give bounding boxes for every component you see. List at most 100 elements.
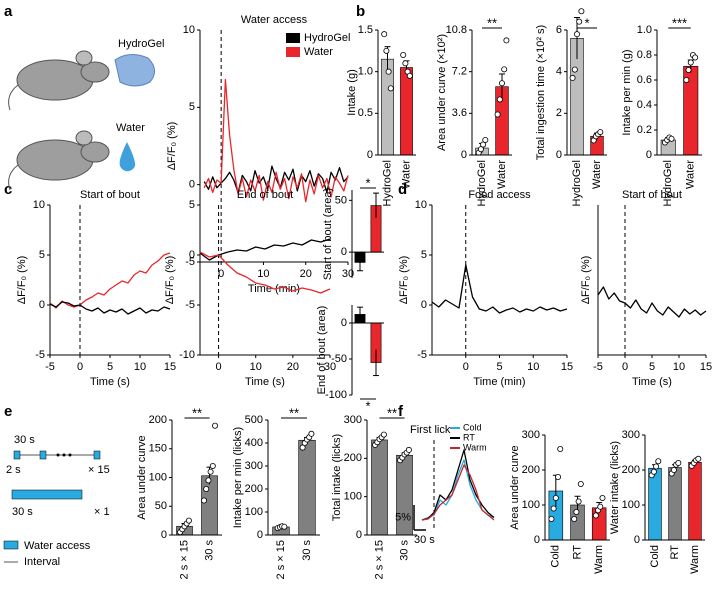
x-tick-label: 30 s	[398, 540, 410, 561]
significance-label: **	[487, 15, 497, 30]
x-tick-label: 30	[342, 268, 354, 280]
data-point	[200, 497, 207, 504]
x-tick-label: Water	[496, 160, 508, 189]
y-axis-label: Intake (g)	[346, 69, 358, 115]
significance-label: **	[387, 405, 397, 420]
y-tick-label: 0.5	[358, 107, 373, 119]
data-point	[209, 462, 216, 469]
y-tick-label: 0	[189, 179, 195, 191]
significance-label: **	[192, 405, 202, 420]
data-point	[578, 8, 585, 15]
schematic-label: 30 s	[12, 506, 33, 518]
significance-label: *	[365, 398, 370, 413]
x-tick-label: -5	[45, 361, 55, 373]
y-tick-label: 5	[421, 249, 427, 261]
panel-letter: c	[4, 181, 12, 198]
x-axis-label: Time (s)	[90, 376, 130, 388]
scalebar-label: 5%	[395, 511, 411, 523]
y-tick-label: 5	[189, 199, 195, 211]
data-point	[573, 508, 580, 515]
data-point	[557, 445, 564, 452]
y-axis-label: Start of bout (area)	[322, 188, 334, 280]
trace	[199, 238, 331, 261]
y-axis-label: ΔF/F₀ (%)	[166, 122, 178, 171]
data-point	[571, 516, 578, 523]
trace	[421, 449, 495, 521]
significance-label: *	[584, 15, 589, 30]
y-tick-label: 0	[39, 299, 45, 311]
data-point	[670, 466, 677, 473]
chart-title: Water access	[241, 14, 308, 26]
panel-letter: a	[4, 3, 13, 20]
data-point	[203, 485, 210, 492]
schematic-label: 30 s	[14, 434, 35, 446]
x-tick-label: 0	[77, 361, 83, 373]
schematic-legend: Interval	[24, 556, 60, 568]
trace	[203, 78, 349, 203]
x-tick-label: 20	[300, 268, 312, 280]
x-tick-label: 10	[250, 361, 262, 373]
y-tick-label: -5	[417, 349, 427, 361]
data-point	[555, 473, 562, 480]
schematic-legend: Water access	[24, 540, 91, 552]
y-tick-label: 0	[367, 149, 373, 161]
y-tick-label: 50	[335, 194, 347, 206]
y-tick-label: 150	[149, 443, 167, 455]
data-point	[599, 494, 606, 501]
trace	[431, 264, 568, 314]
y-tick-label: 10	[183, 24, 195, 36]
y-axis-label: End of bout (area)	[316, 306, 328, 395]
data-point	[692, 54, 699, 61]
y-axis-label: Area under curve	[136, 435, 148, 519]
legend-swatch	[286, 33, 300, 43]
legend-label: Water	[304, 46, 333, 58]
y-tick-label: 0.2	[637, 124, 652, 136]
bar	[298, 439, 316, 536]
data-point	[482, 136, 489, 143]
x-tick-label: 15	[164, 361, 176, 373]
mouse-label: Water	[116, 122, 145, 134]
y-tick-label: 200	[622, 464, 640, 476]
y-tick-label: 6	[556, 24, 562, 36]
y-axis-label: Intake per min (licks)	[232, 427, 244, 528]
x-tick-label: Cold	[649, 545, 661, 568]
y-tick-label: 0	[556, 149, 562, 161]
panel-letter: f	[398, 403, 404, 420]
y-axis-label: Intake per min (g)	[621, 49, 633, 135]
y-tick-label: 4	[556, 66, 562, 78]
y-tick-label: 0	[341, 246, 347, 258]
y-tick-label: 200	[149, 414, 167, 426]
y-tick-label: -5	[185, 299, 195, 311]
panel-letter: b	[356, 3, 365, 20]
trace	[597, 286, 707, 318]
data-point	[380, 431, 387, 438]
data-point	[683, 77, 690, 84]
y-tick-label: 1.5	[358, 24, 373, 36]
trace	[49, 301, 171, 315]
data-point	[385, 68, 392, 75]
data-point	[695, 455, 702, 462]
x-tick-label: 2 s × 15	[178, 540, 190, 579]
y-tick-label: 100	[344, 491, 362, 503]
data-point	[548, 516, 555, 523]
x-tick-label: HydroGel	[571, 160, 583, 206]
x-tick-label: Warm	[689, 545, 701, 574]
y-axis-label: ΔF/F₀ (%)	[398, 256, 410, 305]
data-point	[592, 512, 599, 519]
x-tick-label: 5	[649, 361, 655, 373]
y-tick-label: 200	[245, 483, 263, 495]
data-point	[597, 129, 604, 136]
y-axis-label: ΔF/F₀ (%)	[164, 256, 176, 305]
data-point	[496, 96, 503, 103]
x-tick-label: 30 s	[203, 540, 215, 561]
y-tick-label: -10	[179, 349, 195, 361]
x-tick-label: RT	[669, 545, 681, 560]
trace	[199, 251, 331, 294]
y-tick-label: -50	[331, 353, 347, 365]
data-point	[308, 430, 315, 437]
significance-label: ***	[672, 15, 687, 30]
legend-swatch	[286, 47, 300, 57]
x-tick-label: RT	[571, 545, 583, 560]
y-tick-label: 0	[189, 249, 195, 261]
